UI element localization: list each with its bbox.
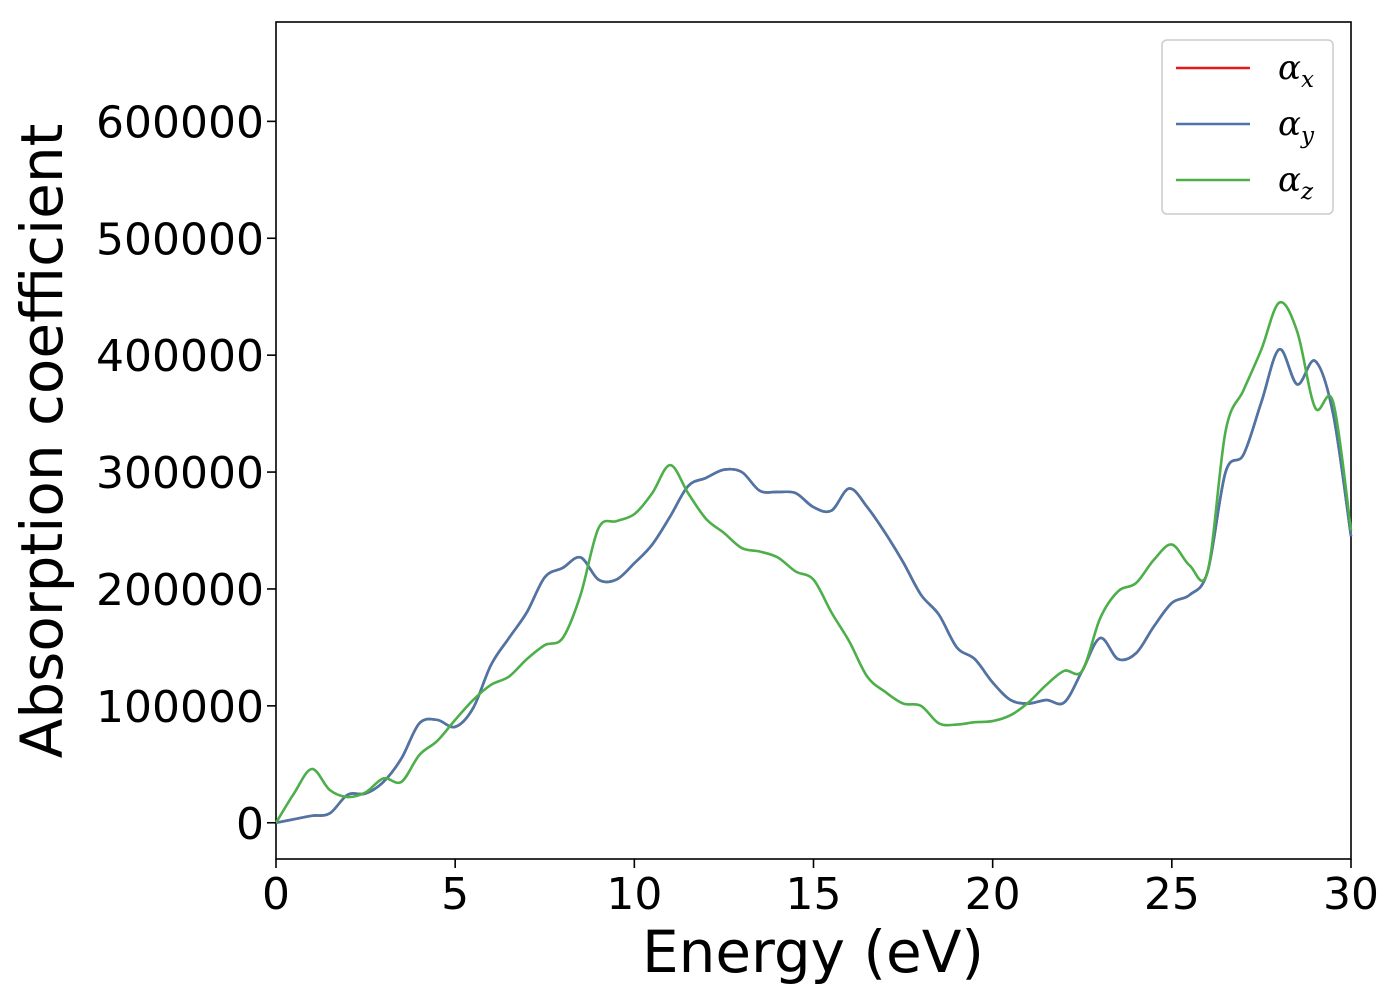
series-line-y	[275, 348, 1353, 825]
y-axis-label: Absorption coefficient	[8, 124, 76, 759]
legend-label-y: αy	[1278, 104, 1315, 149]
x-tick-label: 20	[965, 869, 1021, 920]
x-axis-ticks: 0 5 10 15 20 25 30	[262, 859, 1379, 920]
y-tick-label: 300000	[96, 448, 264, 499]
y-tick-label: 0	[236, 799, 264, 850]
y-tick-label: 100000	[96, 682, 264, 733]
legend: αx αy αz	[1161, 39, 1334, 215]
y-tick-label: 200000	[96, 565, 264, 616]
series-line-z	[274, 300, 1353, 824]
y-tick-label: 400000	[96, 331, 264, 382]
x-tick-label: 15	[786, 869, 842, 920]
series-line-x	[275, 348, 1353, 825]
x-tick-label: 0	[262, 869, 290, 920]
legend-label-z: αz	[1278, 160, 1314, 205]
y-tick-label: 500000	[96, 214, 264, 265]
y-axis-ticks: 0 100000 200000 300000 400000 500000 600000	[96, 97, 276, 850]
x-tick-label: 30	[1323, 869, 1379, 920]
x-tick-label: 25	[1144, 869, 1200, 920]
x-tick-label: 5	[441, 869, 469, 920]
series-layer	[274, 300, 1353, 825]
legend-label-x: αx	[1278, 48, 1314, 93]
x-tick-label: 10	[606, 869, 662, 920]
x-axis-label: Energy (eV)	[642, 918, 984, 986]
legend-box	[1161, 39, 1334, 215]
y-tick-label: 600000	[96, 97, 264, 148]
